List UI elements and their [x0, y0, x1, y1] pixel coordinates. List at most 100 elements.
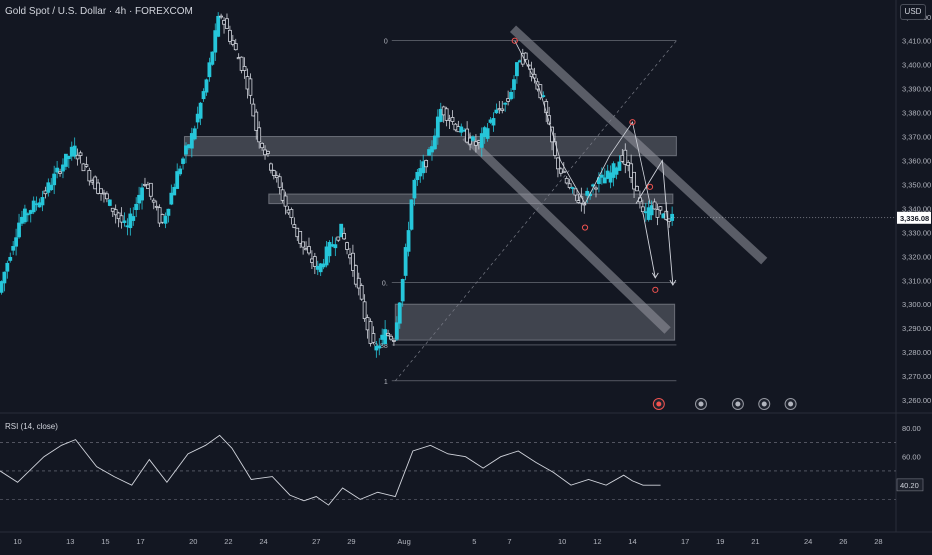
- zone-rect: [268, 193, 674, 205]
- candle-body: [594, 187, 598, 190]
- candle-body: [189, 133, 194, 149]
- candle-body: [254, 111, 259, 131]
- rsi-value-badge: [896, 478, 924, 492]
- candle-body: [655, 209, 660, 218]
- candle-body: [61, 164, 65, 172]
- candle-body: [8, 256, 13, 261]
- candle-body: [289, 209, 294, 218]
- candle-body: [553, 141, 557, 156]
- candle-body: [459, 126, 464, 133]
- candle-body: [523, 52, 528, 60]
- projection-path: [635, 159, 674, 286]
- price-axis-tick: 3,310.00: [902, 276, 931, 285]
- candle-body: [239, 56, 244, 71]
- candle-body: [81, 163, 86, 172]
- candle-body: [207, 62, 212, 78]
- candle-body: [649, 205, 654, 216]
- candle-body: [233, 43, 238, 51]
- candle-body: [491, 118, 496, 126]
- candle-body: [5, 262, 10, 272]
- candle-body: [228, 29, 232, 42]
- time-axis-tick: 21: [751, 537, 759, 546]
- candle-body: [403, 247, 408, 276]
- candle-body: [561, 170, 566, 174]
- candle-body: [172, 186, 177, 196]
- candle-body: [321, 263, 326, 268]
- candle-body: [629, 163, 634, 178]
- event-icon-dot: [698, 401, 704, 407]
- candle-body: [134, 203, 139, 211]
- currency-button[interactable]: USD: [900, 4, 926, 20]
- candle-body: [564, 178, 569, 184]
- candle-body: [260, 142, 265, 149]
- candle-body: [509, 91, 513, 100]
- channel-line: [509, 25, 768, 265]
- time-axis-tick: 29: [347, 537, 355, 546]
- candle-body: [301, 241, 306, 248]
- rsi-line: [0, 434, 661, 506]
- candle-body: [166, 208, 171, 216]
- candle-body: [280, 189, 285, 201]
- pivot-marker: [629, 119, 636, 126]
- rsi-axis-tick: 80.00: [902, 424, 921, 433]
- event-icon-dot: [761, 401, 767, 407]
- time-axis-tick: 19: [716, 537, 724, 546]
- event-icon: [694, 398, 707, 410]
- candle-body: [386, 332, 390, 336]
- candle-body: [216, 15, 221, 37]
- candle-body: [356, 277, 361, 289]
- candle-body: [421, 161, 426, 174]
- candle-body: [512, 79, 516, 90]
- candle-body: [31, 200, 36, 213]
- projection-arrowhead: [669, 279, 677, 286]
- candle-body: [556, 157, 560, 170]
- candle-body: [485, 128, 490, 139]
- candle-body: [351, 252, 355, 271]
- candle-body: [312, 256, 317, 267]
- price-axis-tick: 3,290.00: [902, 324, 931, 333]
- candle-body: [515, 62, 519, 77]
- candle-body: [550, 126, 554, 143]
- pivot-marker: [652, 286, 659, 293]
- candle-body: [104, 193, 109, 200]
- candle-body: [251, 103, 256, 117]
- candle-body: [658, 206, 663, 211]
- candle-body: [96, 182, 101, 194]
- price-axis-tick: 3,340.00: [902, 204, 931, 213]
- candle-body: [257, 127, 262, 143]
- candle-body: [353, 265, 358, 285]
- candle-body: [169, 192, 174, 205]
- candle-body: [383, 329, 388, 345]
- candle-body: [154, 205, 159, 208]
- candle-body: [570, 187, 575, 189]
- candle-body: [175, 171, 180, 189]
- candle-body: [494, 109, 499, 114]
- candle-body: [573, 188, 578, 196]
- candle-body: [78, 152, 83, 156]
- candle-body: [397, 302, 402, 324]
- candle-body: [652, 201, 657, 210]
- zone-rect: [394, 303, 676, 341]
- candle-body: [424, 160, 429, 168]
- candle-body: [635, 186, 639, 192]
- event-icon: [784, 398, 797, 410]
- price-axis-tick: 3,330.00: [902, 228, 931, 237]
- rsi-value-label: 40.20: [900, 481, 919, 490]
- rsi-axis-tick: 60.00: [902, 453, 921, 462]
- candle-body: [640, 206, 645, 213]
- candle-body: [63, 153, 68, 167]
- candle-body: [22, 208, 27, 223]
- event-icon: [652, 398, 665, 410]
- candle-body: [163, 215, 168, 224]
- projection-arrowhead: [651, 272, 659, 279]
- candle-body: [242, 65, 247, 71]
- candle-body: [465, 128, 470, 143]
- candle-body: [359, 285, 364, 300]
- candle-body: [430, 146, 434, 153]
- candle-body: [75, 154, 80, 160]
- candle-body: [327, 242, 332, 257]
- time-axis-tick: 13: [66, 537, 74, 546]
- projection-arrow: [642, 213, 656, 278]
